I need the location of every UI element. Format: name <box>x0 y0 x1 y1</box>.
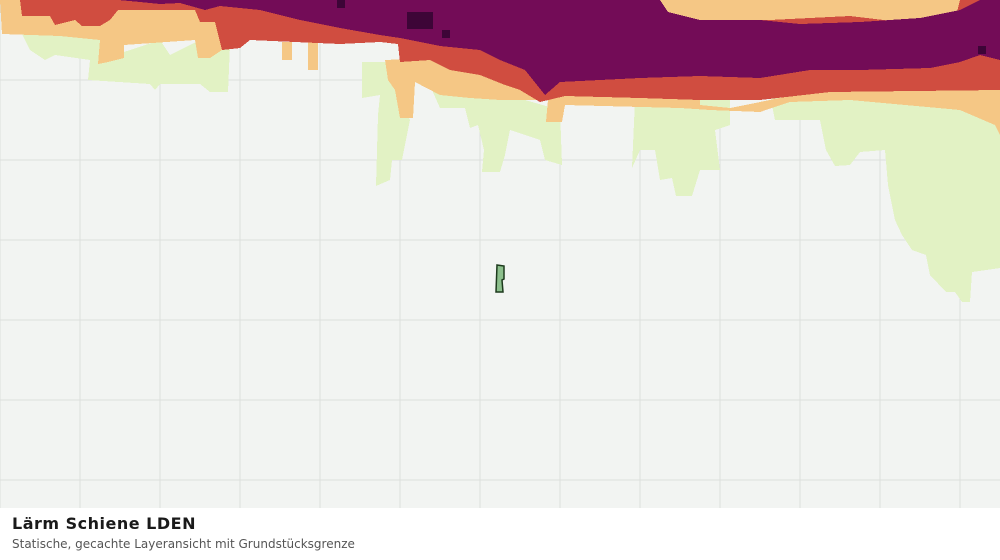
noise-zone <box>770 90 1000 302</box>
noise-zone <box>407 12 433 29</box>
noise-zone <box>282 42 292 60</box>
map-canvas <box>0 0 1000 508</box>
noise-zone <box>20 30 230 92</box>
noise-zone <box>308 42 318 70</box>
noise-zone <box>337 0 345 8</box>
noise-zone <box>632 100 730 196</box>
noise-zone <box>660 0 960 22</box>
noise-zone <box>978 46 986 54</box>
noise-zone <box>442 30 450 38</box>
map-subtitle: Statische, gecachte Layeransicht mit Gru… <box>12 537 355 551</box>
map-title: Lärm Schiene LDEN <box>12 514 196 533</box>
caption-panel: Lärm Schiene LDEN Statische, gecachte La… <box>0 508 1000 560</box>
noise-zone <box>118 0 1000 95</box>
parcel-boundary[interactable] <box>495 264 505 293</box>
noise-layer <box>0 0 1000 302</box>
